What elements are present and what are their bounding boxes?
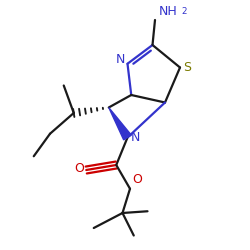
Text: N: N bbox=[116, 53, 125, 66]
Text: O: O bbox=[74, 162, 84, 175]
Text: O: O bbox=[132, 173, 142, 186]
Polygon shape bbox=[109, 108, 131, 140]
Text: S: S bbox=[183, 61, 191, 74]
Text: 2: 2 bbox=[181, 6, 187, 16]
Text: N: N bbox=[130, 131, 140, 144]
Text: NH: NH bbox=[159, 5, 178, 18]
